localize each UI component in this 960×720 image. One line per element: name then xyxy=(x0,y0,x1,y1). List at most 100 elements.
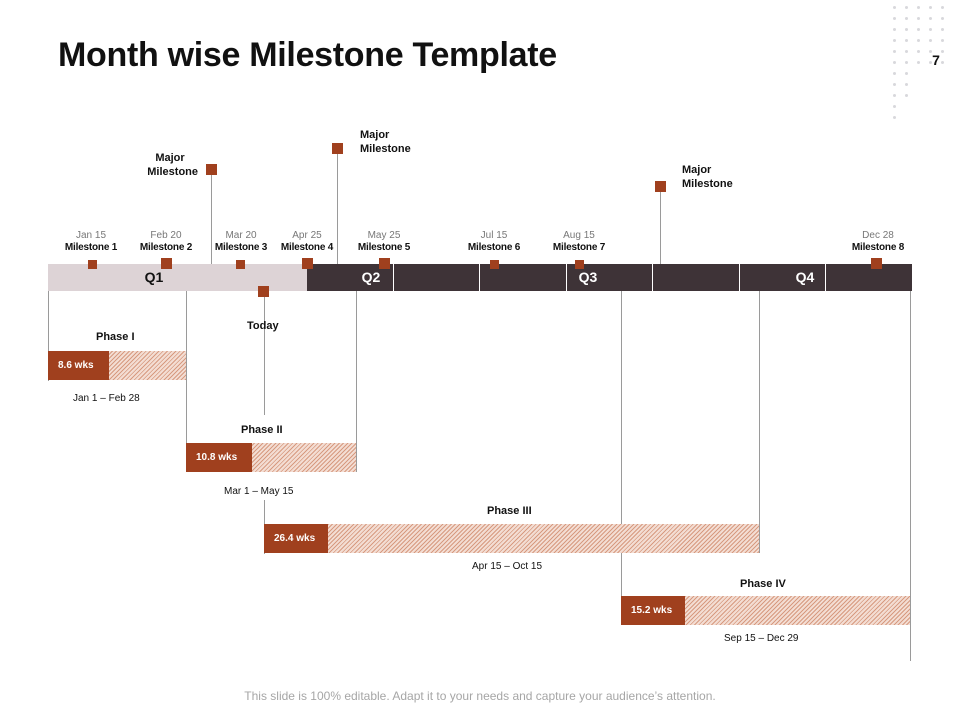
phase-4-title: Phase IV xyxy=(740,578,786,590)
milestone-1-marker xyxy=(88,260,97,269)
milestone-8-marker xyxy=(871,258,882,269)
phase-3-bar: 26.4 wks xyxy=(264,524,759,553)
timeline-tick xyxy=(825,264,826,291)
decorative-dot xyxy=(929,61,932,64)
decorative-dot xyxy=(893,17,896,20)
decorative-dot xyxy=(929,39,932,42)
slide-title: Month wise Milestone Template xyxy=(58,36,557,74)
major-milestone-3-line xyxy=(660,189,661,264)
phase-1-bar: 8.6 wks xyxy=(48,351,186,380)
decorative-dot xyxy=(941,50,944,53)
phase-4-duration: 15.2 wks xyxy=(621,596,685,625)
decorative-dot xyxy=(905,94,908,97)
timeline-tick xyxy=(652,264,653,291)
phase-2-bar: 10.8 wks xyxy=(186,443,356,472)
decorative-dot xyxy=(893,6,896,9)
decorative-dot xyxy=(893,116,896,119)
decorative-dot xyxy=(941,39,944,42)
decorative-dot xyxy=(893,39,896,42)
decorative-dot xyxy=(941,28,944,31)
milestone-5-name: Milestone 5 xyxy=(357,242,411,253)
phase-1-title: Phase I xyxy=(96,331,135,343)
milestone-2-name: Milestone 2 xyxy=(139,242,193,253)
major-milestone-3-marker xyxy=(655,181,666,192)
decorative-dot xyxy=(917,39,920,42)
milestone-5-marker xyxy=(379,258,390,269)
major-milestone-2-marker xyxy=(332,143,343,154)
decorative-dot xyxy=(905,6,908,9)
page-number: 7 xyxy=(932,52,940,68)
today-label: Today xyxy=(247,320,279,332)
phase-1-range: Jan 1 – Feb 28 xyxy=(73,393,140,404)
milestone-6-marker xyxy=(490,260,499,269)
decorative-dot xyxy=(917,6,920,9)
decorative-dot xyxy=(917,17,920,20)
major-milestone-1-label: Major Milestone xyxy=(142,151,198,179)
phase-3-title: Phase III xyxy=(487,505,532,517)
decorative-dot xyxy=(929,28,932,31)
milestone-5-date: May 25 xyxy=(367,230,401,241)
timeline-tick xyxy=(393,264,394,291)
decorative-dot xyxy=(893,94,896,97)
timeline-tick xyxy=(566,264,567,291)
footer-note: This slide is 100% editable. Adapt it to… xyxy=(244,689,716,703)
decorative-dot xyxy=(929,17,932,20)
decorative-dot xyxy=(917,61,920,64)
phase-2-title: Phase II xyxy=(241,424,283,436)
milestone-4-date: Apr 25 xyxy=(292,230,322,241)
decorative-dot xyxy=(905,83,908,86)
timeline-tick xyxy=(739,264,740,291)
major-milestone-3-line1: Major xyxy=(682,164,712,176)
decorative-dot xyxy=(905,17,908,20)
decorative-dot xyxy=(941,6,944,9)
quarter-label-q1: Q1 xyxy=(144,269,164,285)
decorative-dot xyxy=(905,61,908,64)
milestone-4-marker xyxy=(302,258,313,269)
major-milestone-2-line xyxy=(337,151,338,264)
major-milestone-3-label: Major Milestone xyxy=(682,163,733,191)
milestone-1-date: Jan 15 xyxy=(75,230,107,241)
phase-4-range: Sep 15 – Dec 29 xyxy=(724,633,799,644)
phase-3-range: Apr 15 – Oct 15 xyxy=(472,561,543,572)
decorative-dot xyxy=(893,28,896,31)
quarter-label-q3: Q3 xyxy=(578,269,598,285)
timeline-right-edge-line xyxy=(910,291,911,661)
today-marker xyxy=(258,286,269,297)
phase-2-duration: 10.8 wks xyxy=(186,443,252,472)
today-line xyxy=(264,297,265,415)
phase-1-end-line xyxy=(186,291,187,471)
milestone-2-date: Feb 20 xyxy=(150,230,182,241)
phase-1-duration: 8.6 wks xyxy=(48,351,109,380)
major-milestone-2-line2: Milestone xyxy=(360,143,411,155)
quarter-label-q4: Q4 xyxy=(795,269,815,285)
major-milestone-1-line xyxy=(211,175,212,264)
milestone-6-name: Milestone 6 xyxy=(467,242,521,253)
decorative-dot xyxy=(893,105,896,108)
milestone-8-date: Dec 28 xyxy=(862,230,894,241)
timeline-tick xyxy=(479,264,480,291)
phase-4-start-line xyxy=(621,291,622,624)
quarter-label-q2: Q2 xyxy=(361,269,381,285)
decorative-dot xyxy=(929,6,932,9)
major-milestone-2-line1: Major xyxy=(360,129,390,141)
phase-2-end-line xyxy=(356,291,357,472)
milestone-7-date: Aug 15 xyxy=(563,230,595,241)
major-milestone-1-line2: Milestone xyxy=(147,166,198,178)
decorative-dot xyxy=(905,39,908,42)
milestone-7-name: Milestone 7 xyxy=(552,242,606,253)
milestone-7-marker xyxy=(575,260,584,269)
decorative-dot xyxy=(893,50,896,53)
milestone-3-marker xyxy=(236,260,245,269)
decorative-dot xyxy=(905,72,908,75)
milestone-3-date: Mar 20 xyxy=(225,230,257,241)
milestone-6-date: Jul 15 xyxy=(480,230,508,241)
major-milestone-1-marker xyxy=(206,164,217,175)
major-milestone-3-line2: Milestone xyxy=(682,178,733,190)
phase-3-end-line xyxy=(759,291,760,553)
decorative-dot-pattern xyxy=(893,6,955,136)
decorative-dot xyxy=(905,50,908,53)
decorative-dot xyxy=(929,50,932,53)
phase-3-duration: 26.4 wks xyxy=(264,524,328,553)
timeline-left-edge-line xyxy=(48,291,49,381)
decorative-dot xyxy=(905,28,908,31)
